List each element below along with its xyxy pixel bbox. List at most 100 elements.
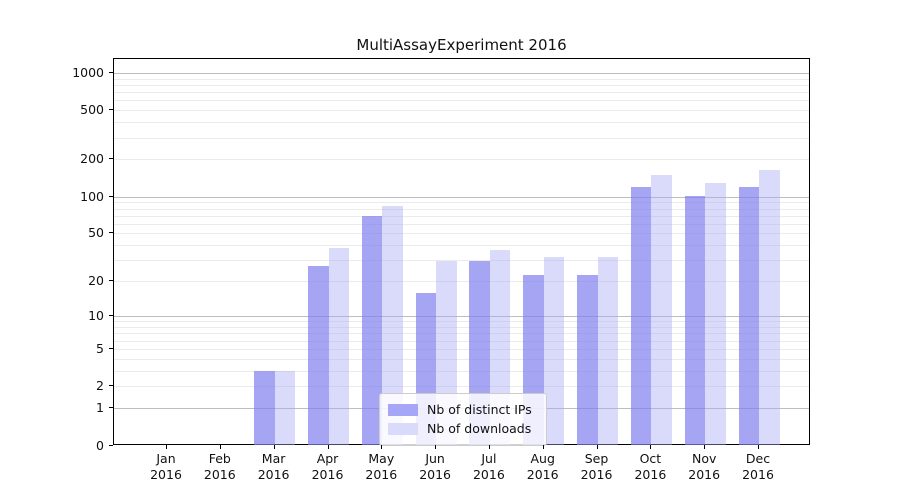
- gridline-minor: [114, 78, 809, 80]
- x-tick-month: Jun: [425, 451, 445, 466]
- x-tick-label: May 2016: [351, 451, 411, 483]
- gridline-minor: [114, 223, 809, 225]
- legend-item-downloads: Nb of downloads: [388, 419, 536, 438]
- x-tick-year: 2016: [634, 467, 667, 482]
- chart-title: MultiAssayExperiment 2016: [356, 36, 567, 54]
- plot-area: Nb of distinct IPs Nb of downloads: [113, 58, 810, 446]
- gridline-minor: [114, 159, 809, 161]
- y-tick: [109, 71, 113, 73]
- y-tick-label: 1000: [72, 64, 104, 80]
- y-tick: [109, 407, 113, 409]
- y-tick-label: 10: [88, 308, 104, 324]
- x-tick-label: Dec 2016: [728, 451, 788, 483]
- gridline-minor: [114, 348, 809, 350]
- gridline-minor: [114, 110, 809, 112]
- x-tick-year: 2016: [526, 467, 559, 482]
- bar-downloads: [543, 257, 565, 445]
- x-tick: [542, 445, 544, 449]
- y-tick-label: 20: [88, 273, 104, 289]
- legend: Nb of distinct IPs Nb of downloads: [379, 393, 547, 446]
- x-tick-label: Oct 2016: [620, 451, 680, 483]
- x-tick-year: 2016: [365, 467, 398, 482]
- x-tick-label: Mar 2016: [244, 451, 304, 483]
- y-tick-label: 50: [88, 225, 104, 241]
- bar-distinct-ips: [577, 274, 598, 445]
- x-tick-month: Mar: [261, 451, 286, 466]
- legend-label-downloads: Nb of downloads: [427, 421, 532, 436]
- y-tick: [109, 195, 113, 197]
- y-tick-label: 1: [96, 400, 104, 416]
- gridline-minor: [114, 208, 809, 210]
- y-tick-label: 5: [96, 340, 104, 356]
- bar-downloads: [597, 257, 618, 445]
- y-tick-label: 200: [80, 151, 104, 167]
- gridline-minor: [114, 92, 809, 94]
- y-tick-label: 2: [96, 378, 104, 394]
- gridline-minor: [114, 321, 809, 323]
- gridline-minor: [114, 370, 809, 372]
- gridline-minor: [114, 137, 809, 139]
- gridline-minor: [114, 260, 809, 262]
- y-tick-label: 0: [96, 437, 104, 453]
- x-tick-month: Apr: [316, 451, 339, 466]
- x-tick-label: Sep 2016: [567, 451, 627, 483]
- bar-downloads: [328, 248, 349, 445]
- gridline-minor: [114, 358, 809, 360]
- x-tick-year: 2016: [580, 467, 613, 482]
- bar-downloads: [274, 371, 296, 445]
- x-tick: [488, 445, 490, 449]
- gridline-minor: [114, 281, 809, 283]
- x-tick-year: 2016: [150, 467, 182, 482]
- gridline-minor: [114, 333, 809, 335]
- x-tick-label: Feb 2016: [190, 451, 250, 483]
- x-tick-month: Oct: [639, 451, 662, 466]
- gridline-major: [114, 196, 809, 198]
- y-tick: [109, 347, 113, 349]
- x-tick-label: Aug 2016: [513, 451, 573, 483]
- y-tick-label: 100: [80, 188, 104, 204]
- gridline-minor: [114, 340, 809, 342]
- legend-swatch-ips: [388, 403, 418, 416]
- bar-downloads: [705, 183, 726, 445]
- x-tick-month: Jan: [156, 451, 176, 466]
- x-tick-month: Dec: [745, 451, 771, 466]
- x-tick-year: 2016: [311, 467, 344, 482]
- x-tick: [596, 445, 598, 449]
- x-tick-month: Feb: [208, 451, 231, 466]
- y-tick: [109, 315, 113, 317]
- y-tick: [109, 158, 113, 160]
- bar-downloads: [651, 175, 672, 445]
- x-tick-year: 2016: [257, 467, 290, 482]
- bar-distinct-ips: [254, 371, 275, 445]
- x-tick-label: Jan 2016: [136, 451, 196, 483]
- gridline-minor: [114, 215, 809, 217]
- bar-distinct-ips: [308, 266, 329, 445]
- gridline-minor: [114, 202, 809, 204]
- gridline-minor: [114, 386, 809, 388]
- y-tick-label: 500: [80, 102, 104, 118]
- x-tick: [381, 445, 383, 449]
- gridline-major: [114, 316, 809, 318]
- gridline-minor: [114, 233, 809, 235]
- x-tick-label: Jul 2016: [459, 451, 519, 483]
- x-tick-year: 2016: [472, 467, 505, 482]
- x-tick: [758, 445, 759, 449]
- y-tick: [109, 109, 113, 111]
- gridline-minor: [114, 327, 809, 328]
- x-tick-month: Aug: [530, 451, 555, 466]
- gridline-minor: [114, 84, 809, 86]
- legend-swatch-downloads: [388, 422, 418, 435]
- bar-distinct-ips: [630, 187, 652, 445]
- bar-downloads: [382, 205, 403, 445]
- x-tick-label: Nov 2016: [674, 451, 734, 483]
- bar-distinct-ips: [684, 195, 706, 445]
- gridline-major: [114, 72, 809, 74]
- x-tick: [704, 445, 706, 449]
- x-tick: [273, 445, 275, 449]
- x-tick: [435, 445, 437, 449]
- x-tick-month: May: [368, 451, 395, 466]
- x-tick-year: 2016: [742, 467, 774, 482]
- y-tick: [109, 280, 113, 282]
- y-tick: [109, 385, 113, 387]
